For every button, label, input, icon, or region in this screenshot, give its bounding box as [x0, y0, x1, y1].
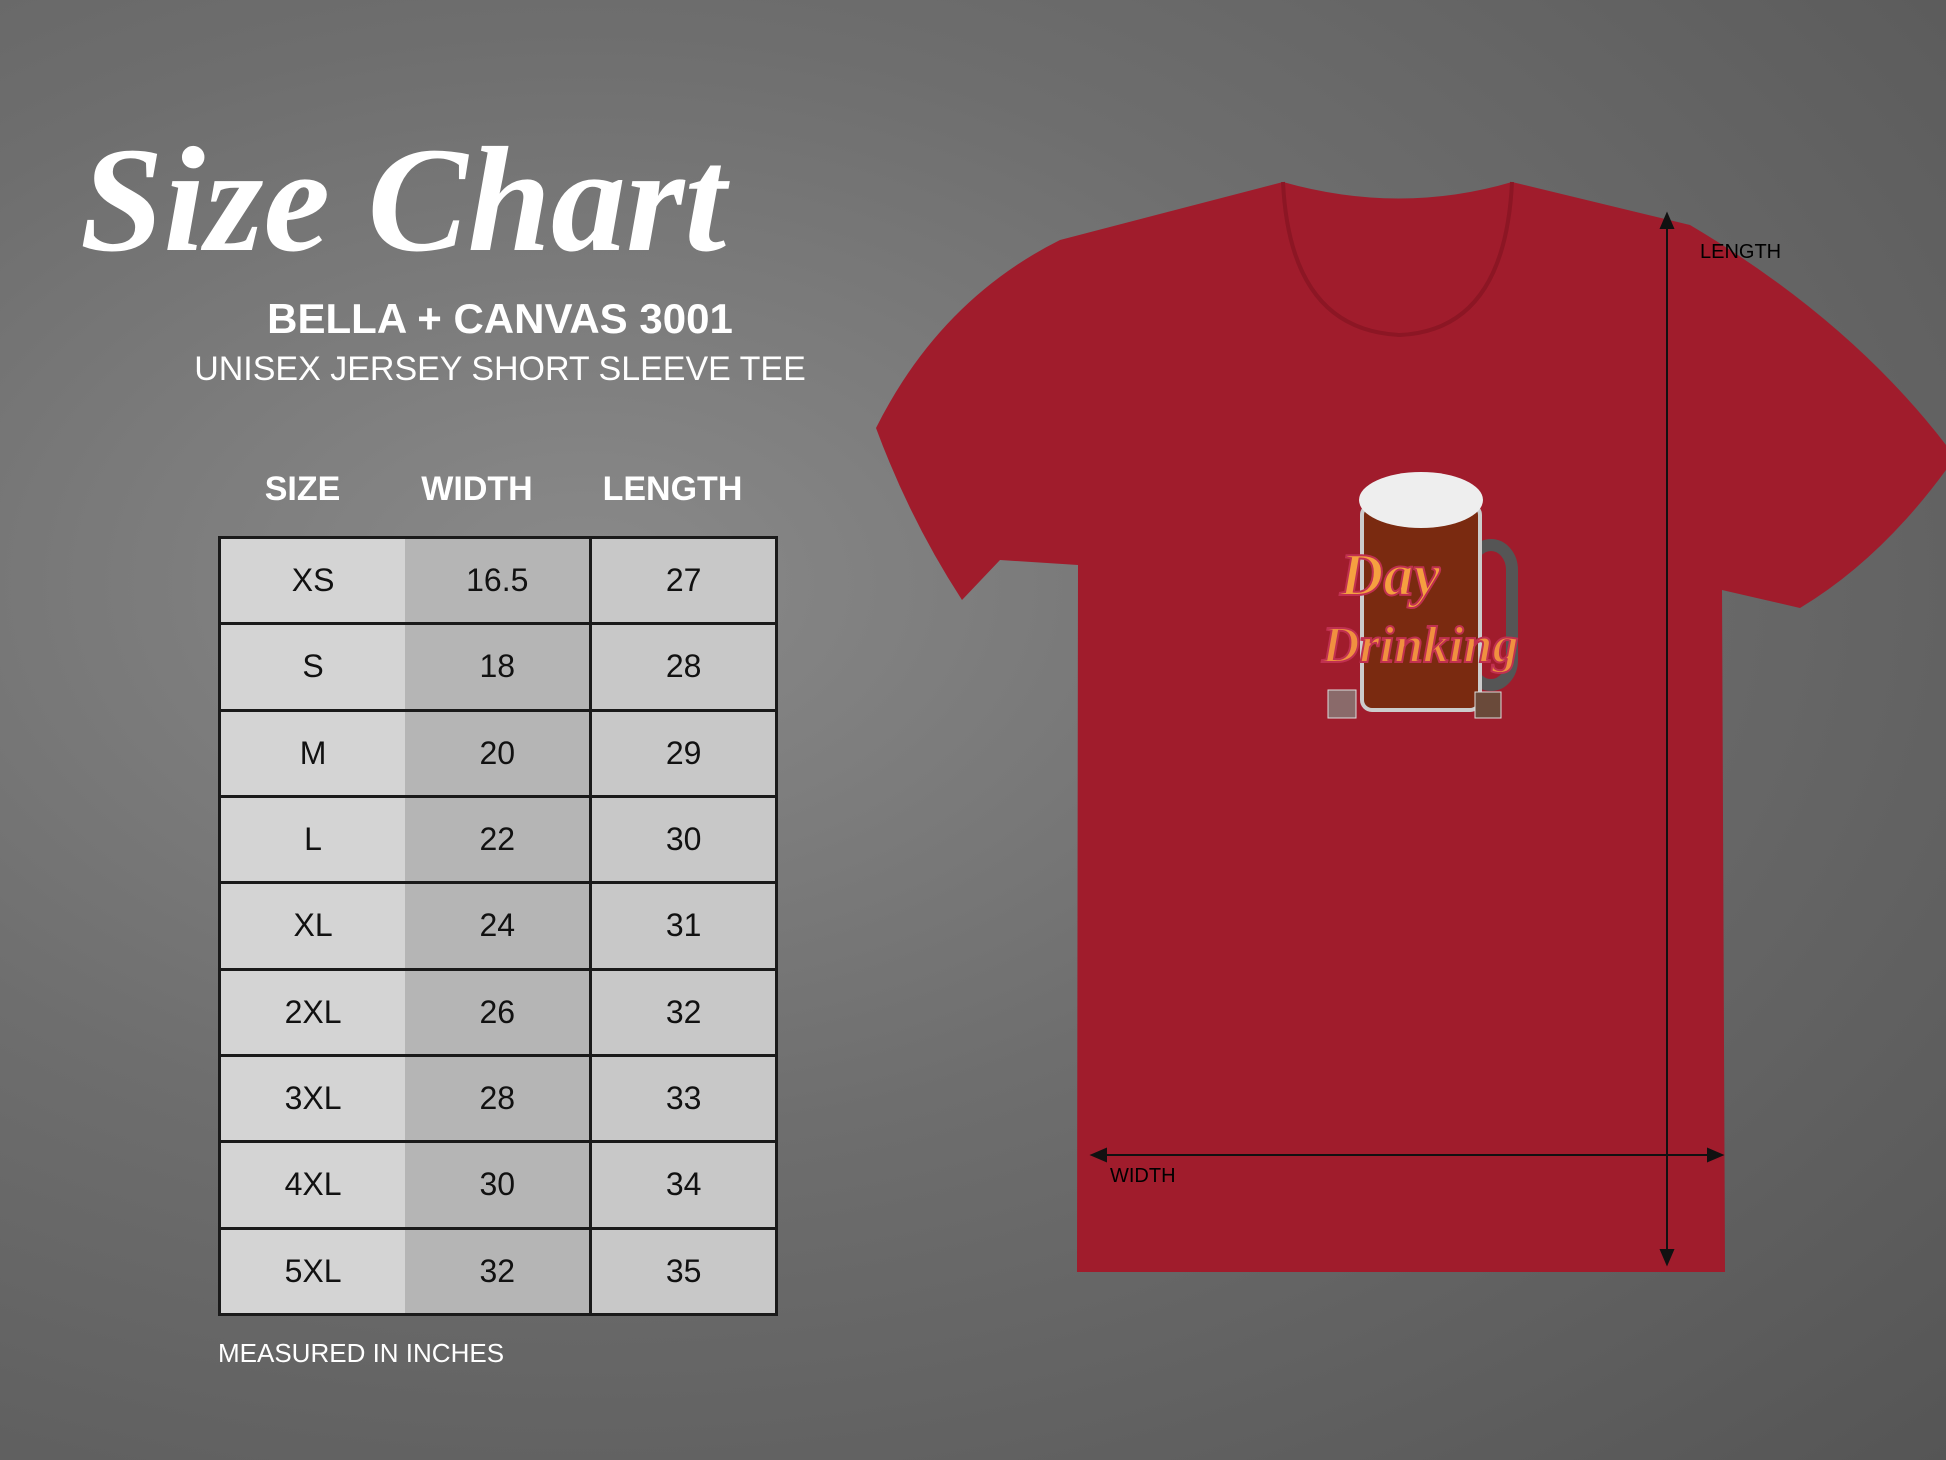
width-arrow — [1089, 1147, 1725, 1163]
table-row: 2XL 26 32 — [218, 967, 778, 1057]
length-cell: 31 — [589, 881, 778, 971]
brand-model: BELLA + CANVAS 3001 — [267, 295, 733, 342]
length-cell: 33 — [589, 1053, 778, 1144]
size-cell: 2XL — [218, 967, 406, 1057]
size-cell: M — [218, 708, 406, 798]
header-width: WIDTH — [421, 470, 533, 508]
length-cell: 27 — [589, 535, 778, 626]
table-row: S 18 28 — [218, 622, 778, 712]
tshirt-shape — [876, 182, 1946, 1272]
size-cell: S — [218, 622, 406, 712]
graphic-text-drinking: Drinking — [1321, 617, 1519, 674]
beer-mug-graphic: Day Drinking — [1320, 472, 1520, 719]
length-cell: 35 — [589, 1226, 778, 1317]
table-row: L 22 30 — [218, 794, 778, 885]
length-cell: 30 — [589, 794, 778, 885]
length-label: LENGTH — [1700, 241, 1781, 263]
collar — [1281, 181, 1514, 338]
length-cell: 28 — [589, 622, 778, 712]
width-cell: 32 — [405, 1226, 593, 1317]
title-text: Size Chart — [80, 117, 730, 283]
width-cell: 28 — [405, 1053, 593, 1144]
table-row: M 20 29 — [218, 708, 778, 798]
table-row: 4XL 30 34 — [218, 1140, 778, 1230]
size-chart-title: Size Chart — [80, 117, 730, 283]
length-cell: 34 — [589, 1140, 778, 1230]
header-length: LENGTH — [602, 470, 743, 508]
table-row: XS 16.5 27 — [218, 535, 778, 626]
width-cell: 26 — [405, 967, 593, 1057]
measurement-note: MEASURED IN INCHES — [218, 1338, 505, 1368]
size-cell: L — [218, 794, 406, 885]
size-cell: 4XL — [218, 1140, 406, 1230]
product-subtitle: UNISEX JERSEY SHORT SLEEVE TEE — [194, 350, 806, 388]
width-cell: 16.5 — [405, 535, 593, 626]
width-cell: 24 — [405, 881, 593, 971]
table-row: XL 24 31 — [218, 881, 778, 971]
size-cell: XL — [218, 881, 406, 971]
width-cell: 18 — [405, 622, 593, 712]
length-cell: 29 — [589, 708, 778, 798]
size-cell: 3XL — [218, 1053, 406, 1144]
width-cell: 22 — [405, 794, 593, 885]
table-row: 5XL 32 35 — [218, 1226, 778, 1317]
header-size: SIZE — [264, 470, 341, 508]
width-cell: 30 — [405, 1140, 593, 1230]
size-cell: 5XL — [218, 1226, 406, 1317]
size-table: XS 16.5 27 S 18 28 M 20 29 L 22 30 XL 24 31 2XL 26 32 3XL 2… — [218, 535, 778, 1317]
graphic-text-day: Day — [1339, 542, 1440, 608]
width-label: WIDTH — [1110, 1165, 1176, 1187]
length-arrow — [1659, 211, 1675, 1267]
length-cell: 32 — [589, 967, 778, 1057]
width-cell: 20 — [405, 708, 593, 798]
table-row: 3XL 28 33 — [218, 1053, 778, 1144]
size-cell: XS — [218, 535, 406, 626]
